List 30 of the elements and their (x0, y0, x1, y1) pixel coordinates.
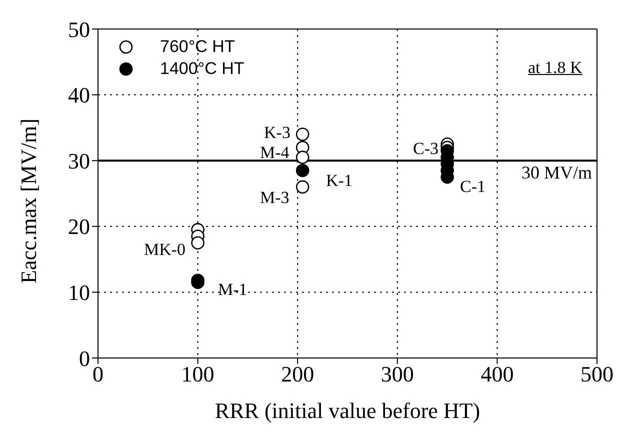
y-axis-title: Eacc.max [MV/m] (16, 118, 41, 284)
annotation: MK-0 (144, 240, 186, 260)
x-tick-label: 500 (580, 362, 614, 387)
x-tick-label: 400 (480, 362, 514, 387)
x-tick-label: 300 (380, 362, 414, 387)
y-tick-label: 0 (79, 346, 90, 371)
annotation: C-3 (413, 139, 438, 159)
x-tick-label: 200 (281, 362, 314, 387)
annotation: at 1.8 K (528, 58, 582, 78)
y-tick-label: 30 (68, 148, 90, 174)
annotation: M-4 (260, 143, 290, 163)
y-tick-label: 50 (68, 16, 90, 42)
point (191, 236, 204, 250)
x-tick-label: 100 (181, 362, 214, 387)
ref-line-label: 30 MV/m (521, 162, 592, 182)
point (296, 180, 310, 194)
y-tick-label: 10 (68, 280, 90, 306)
legend-label: 760°C HT (160, 37, 235, 57)
point (296, 150, 310, 164)
annotation: M-3 (260, 188, 290, 208)
legend-label: 1400°C HT (160, 59, 244, 79)
x-axis-title: RRR (initial value before HT) (214, 398, 480, 423)
annotation: M-1 (218, 280, 248, 300)
annotation: C-1 (460, 177, 486, 197)
annotation: K-3 (264, 123, 290, 143)
y-tick-label: 20 (68, 214, 90, 240)
point (296, 164, 310, 178)
point (296, 128, 310, 141)
y-tick-label: 40 (68, 82, 90, 108)
annotation: K-1 (326, 171, 352, 191)
